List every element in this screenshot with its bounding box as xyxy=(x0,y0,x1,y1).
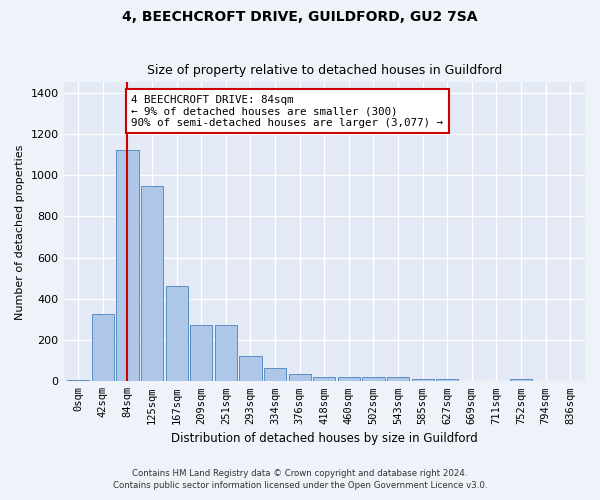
Bar xyxy=(289,374,311,382)
Bar xyxy=(67,380,89,382)
Bar xyxy=(215,324,237,382)
Title: Size of property relative to detached houses in Guildford: Size of property relative to detached ho… xyxy=(146,64,502,77)
Bar xyxy=(510,379,532,382)
Bar xyxy=(313,377,335,382)
Bar xyxy=(412,379,434,382)
Bar xyxy=(92,314,114,382)
X-axis label: Distribution of detached houses by size in Guildford: Distribution of detached houses by size … xyxy=(171,432,478,445)
Bar xyxy=(264,368,286,382)
Bar xyxy=(362,377,385,382)
Bar xyxy=(141,186,163,382)
Y-axis label: Number of detached properties: Number of detached properties xyxy=(15,144,25,320)
Bar xyxy=(239,356,262,382)
Bar xyxy=(190,324,212,382)
Text: Contains HM Land Registry data © Crown copyright and database right 2024.
Contai: Contains HM Land Registry data © Crown c… xyxy=(113,468,487,490)
Bar xyxy=(338,377,360,382)
Bar xyxy=(436,379,458,382)
Bar xyxy=(387,377,409,382)
Bar xyxy=(116,150,139,382)
Text: 4, BEECHCROFT DRIVE, GUILDFORD, GU2 7SA: 4, BEECHCROFT DRIVE, GUILDFORD, GU2 7SA xyxy=(122,10,478,24)
Bar xyxy=(166,286,188,382)
Text: 4 BEECHCROFT DRIVE: 84sqm
← 9% of detached houses are smaller (300)
90% of semi-: 4 BEECHCROFT DRIVE: 84sqm ← 9% of detach… xyxy=(131,94,443,128)
